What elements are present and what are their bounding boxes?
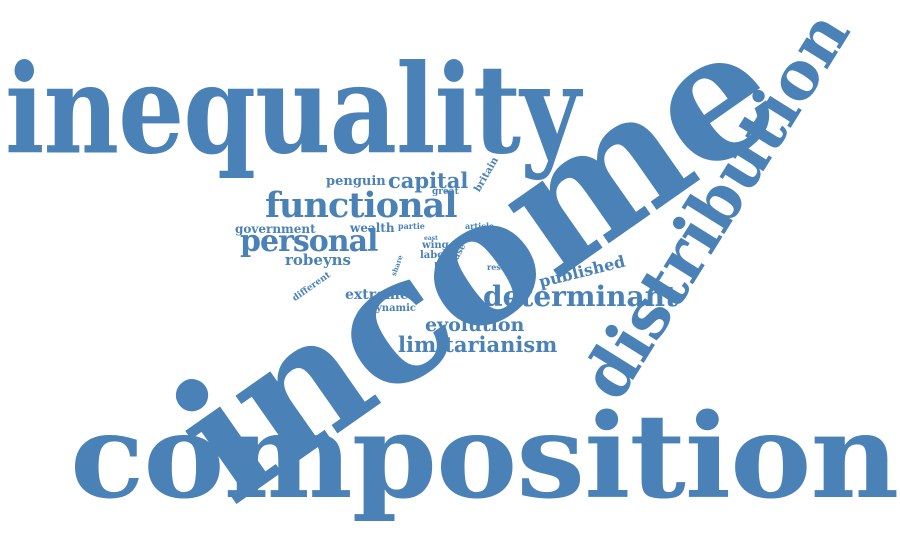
word-east: east — [424, 235, 438, 242]
word-functional: functional — [265, 185, 457, 226]
word-result: result — [487, 262, 514, 272]
word-robeyns: robeyns — [285, 251, 352, 269]
word-labor: labor — [420, 250, 450, 261]
word-limitarianism: limitarianism — [398, 332, 558, 357]
word-evolution: evolution — [425, 314, 525, 336]
word-wealth: wealth — [350, 221, 395, 235]
word-government: government — [235, 222, 316, 236]
word-dynamic: dynamic — [369, 303, 417, 314]
word-determinant: determinant — [483, 280, 678, 313]
word-great: great — [432, 187, 459, 197]
word-penguin: penguin — [326, 174, 386, 189]
word-lane: lane — [434, 262, 456, 272]
word-wing: wing — [422, 240, 449, 251]
word-extreme: extreme — [345, 287, 409, 303]
word-capital: capital — [388, 168, 469, 193]
word-partie: partie — [398, 221, 425, 231]
word-personal: personal — [240, 224, 378, 259]
word-article: article — [465, 221, 495, 231]
word-inequality: inequality — [5, 36, 580, 182]
word-composition: composition — [70, 387, 899, 525]
